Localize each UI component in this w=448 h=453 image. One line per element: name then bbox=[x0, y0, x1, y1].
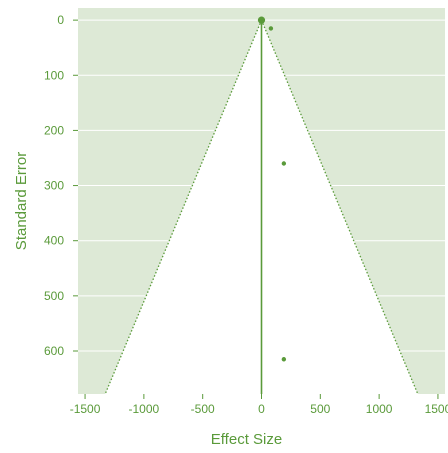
x-axis-ticks: -1500 -1000 -500 0 500 1000 1500 bbox=[70, 394, 448, 416]
y-axis-title: Standard Error bbox=[13, 152, 30, 250]
data-point bbox=[268, 26, 274, 31]
x-tick-label: 500 bbox=[310, 402, 330, 416]
y-tick-label: 400 bbox=[44, 234, 64, 248]
funnel-left-boundary bbox=[104, 19, 263, 395]
x-axis-title: Effect Size bbox=[211, 431, 282, 448]
x-tick-label: 1500 bbox=[425, 402, 448, 416]
x-tick-label: 0 bbox=[258, 402, 265, 416]
y-tick-label: 200 bbox=[44, 123, 64, 137]
data-point bbox=[281, 161, 287, 166]
y-axis-ticks: 0 100 200 300 400 500 600 bbox=[44, 13, 78, 358]
y-tick-label: 300 bbox=[44, 179, 64, 193]
y-tick-label: 0 bbox=[57, 13, 64, 27]
y-tick-label: 600 bbox=[44, 344, 64, 358]
x-tick-label: -1000 bbox=[129, 402, 160, 416]
data-points bbox=[257, 16, 287, 362]
x-tick-label: -500 bbox=[191, 402, 215, 416]
x-tick-label: 1000 bbox=[366, 402, 393, 416]
funnel-right-boundary bbox=[260, 19, 419, 395]
x-tick-label: -1500 bbox=[70, 402, 101, 416]
data-point bbox=[257, 16, 266, 24]
y-tick-label: 500 bbox=[44, 289, 64, 303]
data-point bbox=[281, 357, 287, 362]
y-tick-label: 100 bbox=[44, 68, 64, 82]
